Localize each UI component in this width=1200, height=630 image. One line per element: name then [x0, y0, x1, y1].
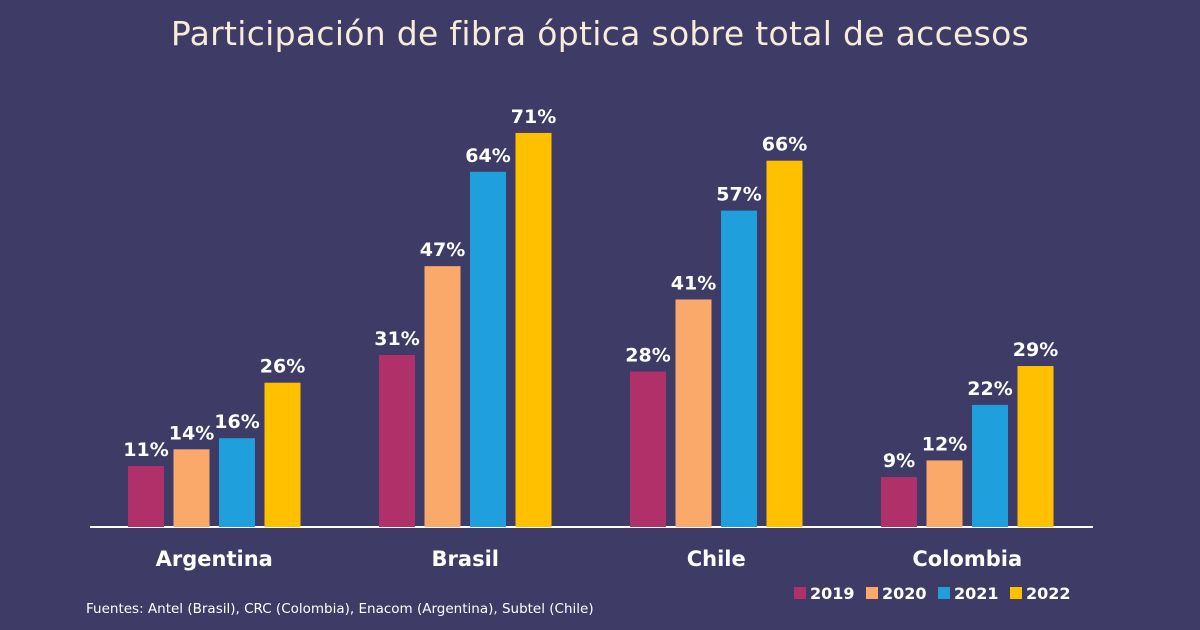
data-label-chile-2020: 41%	[671, 272, 716, 294]
data-label-chile-2019: 28%	[625, 345, 670, 367]
legend-swatch-2020	[866, 587, 878, 599]
bar-chile-2021	[721, 210, 757, 527]
category-label-chile: Chile	[687, 547, 746, 571]
bar-argentina-2019	[128, 465, 164, 527]
bar-brasil-2019	[379, 354, 415, 527]
bar-colombia-2021	[972, 404, 1008, 527]
bar-chile-2022	[766, 160, 803, 527]
data-label-colombia-2022: 29%	[1013, 339, 1058, 361]
data-label-argentina-2019: 11%	[123, 439, 168, 461]
bar-brasil-2021	[470, 171, 506, 528]
legend-label-2021: 2021	[954, 584, 999, 603]
bar-argentina-2021	[219, 438, 255, 527]
bar-colombia-2020	[926, 460, 963, 527]
source-note: Fuentes: Antel (Brasil), CRC (Colombia),…	[86, 601, 594, 617]
data-label-brasil-2020: 47%	[420, 239, 465, 261]
data-label-brasil-2022: 71%	[511, 106, 556, 128]
legend-swatch-2021	[938, 587, 950, 599]
data-label-argentina-2020: 14%	[169, 422, 214, 444]
bar-chile-2020	[675, 299, 712, 527]
data-label-chile-2021: 57%	[716, 184, 761, 206]
bar-argentina-2022	[264, 382, 301, 527]
data-label-brasil-2019: 31%	[374, 328, 419, 350]
bar-brasil-2022	[515, 132, 552, 527]
legend-swatch-2019	[794, 587, 806, 599]
data-label-chile-2022: 66%	[762, 134, 807, 156]
category-label-argentina: Argentina	[156, 547, 273, 571]
data-label-argentina-2021: 16%	[214, 411, 259, 433]
bar-colombia-2019	[881, 477, 917, 527]
data-label-brasil-2021: 64%	[465, 145, 510, 167]
data-label-colombia-2020: 12%	[922, 433, 967, 455]
bar-brasil-2020	[424, 266, 461, 527]
legend-swatch-2022	[1010, 587, 1022, 599]
legend-label-2022: 2022	[1026, 584, 1071, 603]
legend-label-2020: 2020	[882, 584, 927, 603]
data-label-colombia-2021: 22%	[967, 378, 1012, 400]
data-label-argentina-2022: 26%	[260, 356, 305, 378]
category-label-colombia: Colombia	[912, 547, 1022, 571]
legend-label-2019: 2019	[810, 584, 855, 603]
chart-title: Participación de fibra óptica sobre tota…	[170, 14, 1030, 53]
bar-chile-2019	[630, 371, 666, 527]
data-label-colombia-2019: 9%	[883, 450, 915, 472]
category-label-brasil: Brasil	[432, 547, 499, 571]
bar-argentina-2020	[173, 449, 210, 527]
bar-colombia-2022	[1017, 366, 1054, 527]
